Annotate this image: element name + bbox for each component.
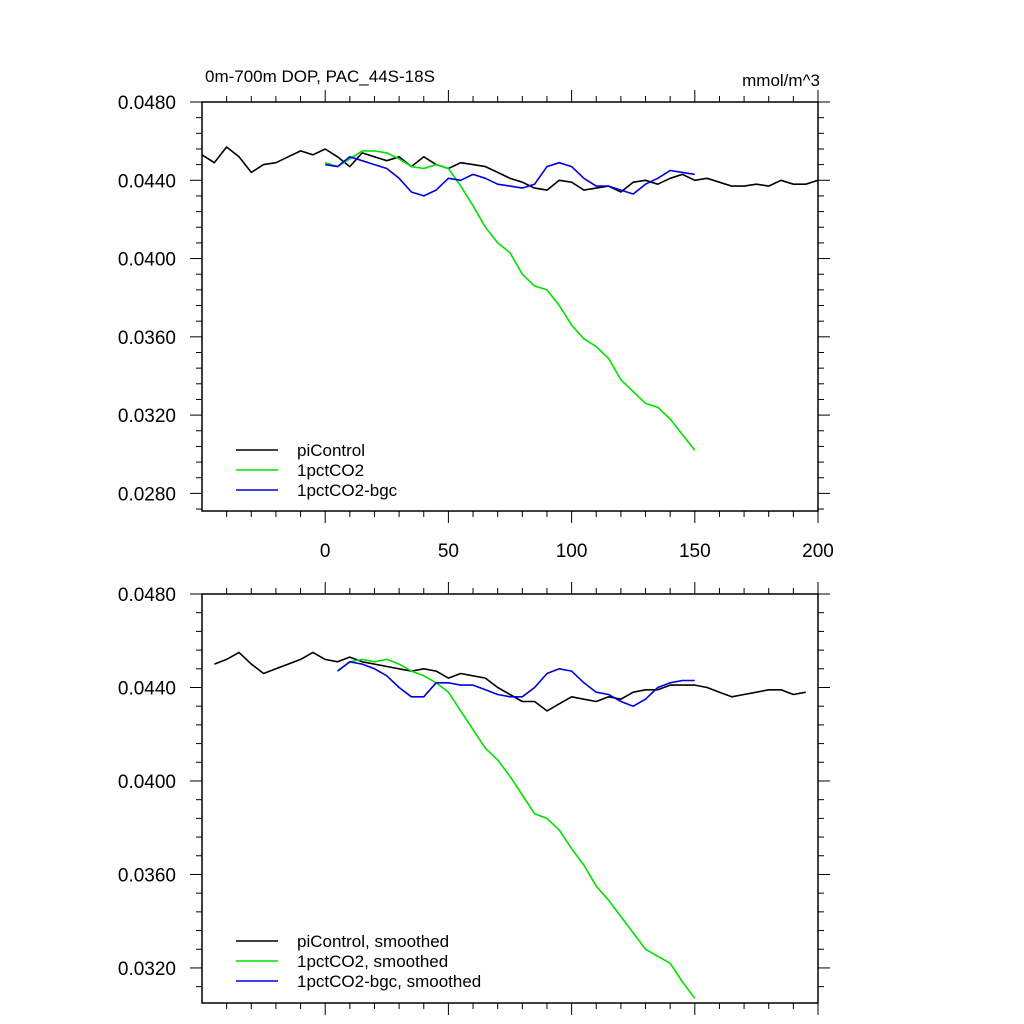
y-tick-label: 0.0480: [118, 93, 176, 114]
y-tick-label: 0.0360: [118, 328, 176, 349]
y-tick-label: 0.0320: [118, 406, 176, 427]
bottom-plot-frame: [201, 593, 819, 1004]
legend-label: 1pctCO2-bgc: [297, 481, 398, 500]
bottom-axes: 0.0480 0.0440 0.0400 0.0360 0.0320: [118, 582, 830, 1015]
y-tick-label: 0.0400: [118, 250, 176, 271]
series-line-1: [324, 150, 696, 451]
x-tick-label: 150: [679, 541, 711, 562]
y-tick-label: 0.0440: [118, 678, 176, 699]
x-tick-label: 0: [320, 541, 331, 562]
legend-label: 1pctCO2, smoothed: [297, 952, 448, 971]
y-tick-label: 0.0280: [118, 484, 176, 505]
legend-label: piControl: [297, 441, 365, 460]
series-line-1: [337, 658, 696, 999]
bottom-series-group: [214, 651, 806, 999]
x-tick-label: 100: [556, 541, 588, 562]
top-panel: 0m-700m DOP, PAC_44S-18S mmol/m^3 0 50 100…: [118, 67, 834, 562]
top-axes: 0 50 100 150 200 0.0480 0.0440 0.0400 0.0360 0.03…: [118, 90, 834, 562]
series-line-2: [337, 660, 695, 708]
y-tick-label: 0.0320: [118, 959, 176, 980]
top-plot-frame: [201, 101, 819, 512]
x-tick-label: 50: [438, 541, 459, 562]
series-line-0: [201, 146, 819, 193]
bottom-panel: 0.0480 0.0440 0.0400 0.0360 0.0320 piControl…: [118, 582, 830, 1015]
y-tick-label: 0.0440: [118, 171, 176, 192]
y-tick-label: 0.0480: [118, 585, 176, 606]
legend-label: 1pctCO2-bgc, smoothed: [297, 972, 481, 991]
y-tick-label: 0.0360: [118, 865, 176, 886]
legend-label: piControl, smoothed: [297, 932, 449, 951]
units-label: mmol/m^3: [742, 71, 820, 90]
series-line-0: [214, 651, 806, 712]
x-tick-label: 200: [802, 541, 834, 562]
series-line-2: [325, 156, 695, 197]
legend-label: 1pctCO2: [297, 461, 364, 480]
chart-title: 0m-700m DOP, PAC_44S-18S: [205, 67, 435, 86]
y-tick-label: 0.0400: [118, 772, 176, 793]
top-series-group: [201, 146, 819, 451]
